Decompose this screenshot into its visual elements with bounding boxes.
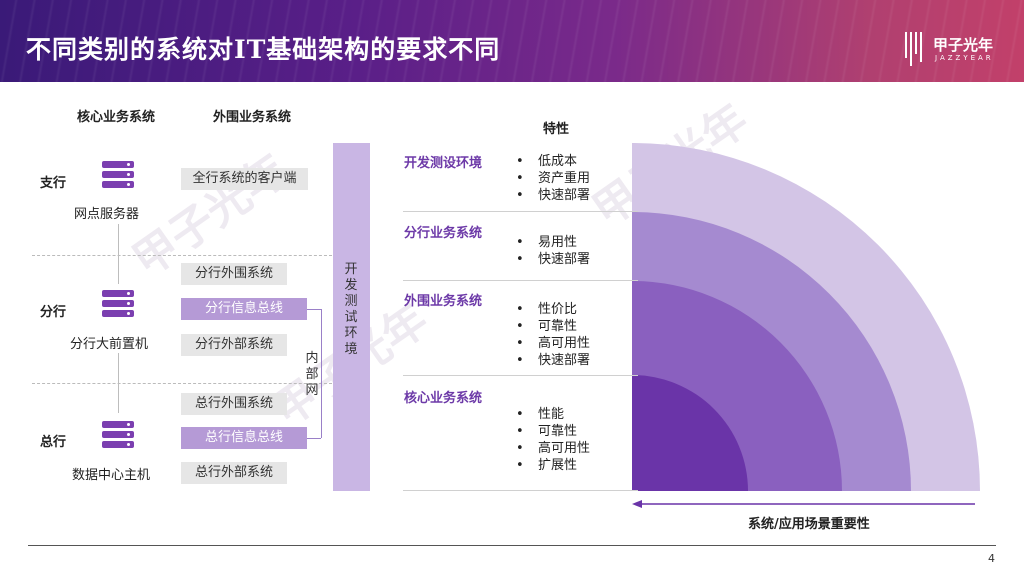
row-label-branch: 支行 [40,176,67,191]
dev-test-env-bar [333,143,370,491]
bullet-item: 资产重用 [516,170,590,187]
features-header: 特性 [543,122,570,137]
server-label: 分行大前置机 [70,337,149,352]
section-divider [403,490,638,491]
bullet-item: 快速部署 [516,352,590,369]
col-peripheral-header: 外围业务系统 [213,110,292,125]
row-label-head-office: 总行 [40,435,67,450]
bullet-item: 性价比 [516,301,590,318]
bullet-item: 性能 [516,406,590,423]
bullet-item: 扩展性 [516,457,590,474]
peripheral-item: 分行外部系统 [181,334,287,356]
peripheral-item: 全行系统的客户端 [181,168,308,190]
col-core-header: 核心业务系统 [77,110,156,125]
bullet-list: 易用性 快速部署 [516,234,590,268]
bullet-item: 易用性 [516,234,590,251]
bullet-item: 可靠性 [516,318,590,335]
section-title: 开发测设环境 [404,156,483,171]
bus-connector [307,309,321,310]
brand-logo: 甲子光年 JAZZYEAR [905,32,1005,72]
page-title: 不同类别的系统对IT基础架构的要求不同 [26,35,501,64]
bullet-item: 高可用性 [516,440,590,457]
section-divider [403,211,638,212]
bullet-item: 快速部署 [516,251,590,268]
arrow-head-icon [632,500,642,508]
bus-connector [321,309,322,438]
logo-subtext: JAZZYEAR [935,54,994,62]
info-bus: 总行信息总线 [181,427,307,449]
bullet-list: 性价比 可靠性 高可用性 快速部署 [516,301,590,369]
info-bus: 分行信息总线 [181,298,307,320]
peripheral-item: 总行外围系统 [181,393,287,415]
server-icon [102,161,134,191]
server-icon [102,421,134,451]
peripheral-item: 总行外部系统 [181,462,287,484]
server-icon [102,290,134,320]
bullet-item: 可靠性 [516,423,590,440]
logo-text: 甲子光年 [933,36,994,54]
row-label-sub-branch: 分行 [40,305,67,320]
ring-core [632,375,748,491]
section-divider [403,280,638,281]
bullet-item: 高可用性 [516,335,590,352]
connector-line [118,224,119,284]
section-title: 分行业务系统 [404,226,483,241]
bullet-item: 低成本 [516,153,590,170]
bullet-list: 性能 可靠性 高可用性 扩展性 [516,406,590,474]
server-label: 数据中心主机 [72,468,151,483]
bullet-item: 快速部署 [516,187,590,204]
server-label: 网点服务器 [74,207,140,222]
section-title: 外围业务系统 [404,294,483,309]
logo-bars-icon [905,32,925,66]
dev-test-env-label: 开发测试环境 [344,262,358,357]
footer-divider [28,545,996,546]
intranet-label: 内部网 [305,351,319,398]
bus-connector [307,438,321,439]
bullet-list: 低成本 资产重用 快速部署 [516,153,590,204]
section-title: 核心业务系统 [404,391,483,406]
importance-axis-label: 系统/应用场景重要性 [748,517,870,532]
section-divider [403,375,638,376]
row-divider [32,383,332,384]
page-number: 4 [988,552,995,565]
connector-line [118,353,119,413]
row-divider [32,255,332,256]
peripheral-item: 分行外围系统 [181,263,287,285]
header-banner: 不同类别的系统对IT基础架构的要求不同 甲子光年 JAZZYEAR [0,0,1024,82]
